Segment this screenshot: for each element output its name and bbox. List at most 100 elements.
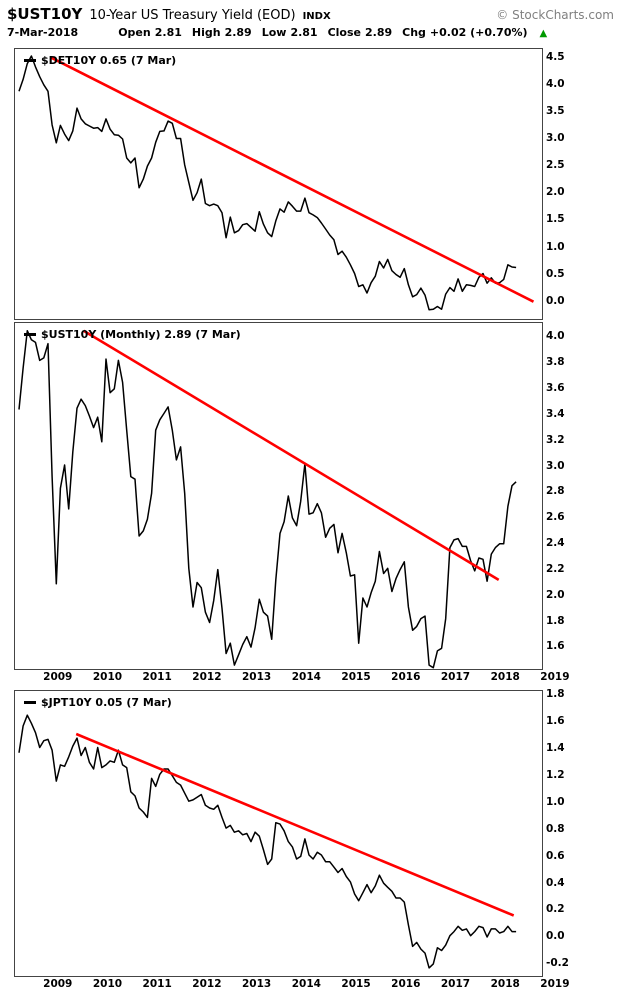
ust10y-trendline [82,329,500,582]
x-axis-year-label: 2013 [241,978,272,990]
legend-line-swatch-icon [24,333,36,336]
y-axis-tick-label: 1.5 [546,213,565,226]
legend-line-swatch-icon [24,701,36,704]
ust10y-price-line [18,329,517,669]
exchange-label: INDX [302,11,331,22]
x-axis-year-label: 2010 [92,978,123,990]
y-axis-tick-label: 2.6 [546,511,565,524]
y-axis-tick-label: 0.2 [546,903,565,916]
y-axis-tick-label: -0.2 [546,957,569,970]
x-axis-year-label: 2014 [291,671,321,683]
x-axis-year-label: 2015 [341,978,371,990]
y-axis-tick-label: 3.5 [546,104,565,117]
legend-det10y: $DET10Y 0.65 (7 Mar) [24,54,176,67]
legend-ust10y: $UST10Y (Monthly) 2.89 (7 Mar) [24,328,241,341]
y-axis-ust10y: 4.0 3.8 3.6 3.4 3.2 3.0 2.8 2.6 2.4 2.2 2.0 1.8 1.6 [546,322,590,668]
change-label: Chg [402,26,426,39]
change-up-triangle-icon: ▲ [539,28,548,39]
x-axis-year-label: 2016 [391,978,421,990]
y-axis-tick-label: 0.0 [546,294,565,307]
change-value: +0.02 (+0.70%) [429,26,528,39]
y-axis-tick-label: 2.2 [546,562,565,575]
y-axis-tick-label: 4.5 [546,50,565,63]
jpt10y-price-line [18,714,517,969]
det10y-trendline [50,56,535,303]
y-axis-tick-label: 1.0 [546,795,565,808]
x-axis-years-bottom: 2009 2010 2011 2012 2013 2014 2015 2016 2017 2018… [0,978,620,993]
x-axis-year-label: 2018 [490,671,520,683]
chart-header: $UST10Y 10-Year US Treasury Yield (EOD) … [7,5,614,23]
y-axis-tick-label: 1.4 [546,742,565,755]
x-axis-year-label: 2009 [43,978,73,990]
y-axis-tick-label: 2.0 [546,588,565,601]
ticker-symbol: $UST10Y [7,5,83,23]
y-axis-tick-label: 3.2 [546,433,565,446]
det10y-price-line [18,55,517,311]
x-axis-year-label: 2010 [92,671,123,683]
det10y-line-chart [18,55,535,311]
y-axis-det10y: 4.5 4.0 3.5 3.0 2.5 2.0 1.5 1.0 0.5 0.0 [546,48,590,318]
x-axis-year-label: 2012 [192,978,222,990]
x-axis-year-label: 2011 [142,978,172,990]
y-axis-tick-label: 2.8 [546,485,565,498]
y-axis-tick-label: 0.0 [546,930,565,943]
ust10y-line-chart [18,329,517,669]
panel-det10y: $DET10Y 0.65 (7 Mar) [14,48,543,320]
jpt10y-line-chart [18,714,517,969]
low-value: 2.81 [290,26,318,39]
y-axis-tick-label: 0.4 [546,876,565,889]
panel-jpt10y: $JPT10Y 0.05 (7 Mar) [14,690,543,977]
jpt10y-trendline [75,732,515,917]
y-axis-tick-label: 0.8 [546,822,565,835]
x-axis-year-label: 2016 [391,671,421,683]
y-axis-tick-label: 2.5 [546,159,565,172]
y-axis-tick-label: 2.4 [546,537,565,550]
close-label: Close [327,26,361,39]
y-axis-tick-label: 1.2 [546,769,565,782]
panel-ust10y: $UST10Y (Monthly) 2.89 (7 Mar) [14,322,543,670]
high-label: High [191,26,221,39]
open-label: Open [118,26,151,39]
x-axis-year-label: 2017 [440,978,471,990]
quote-line: 7-Mar-2018 Open 2.81 High 2.89 Low 2.81 … [7,26,547,39]
x-axis-year-label: 2014 [291,978,321,990]
y-axis-tick-label: 3.0 [546,132,565,145]
high-value: 2.89 [224,26,252,39]
y-axis-tick-label: 2.0 [546,186,565,199]
x-axis-year-label: 2015 [341,671,371,683]
y-axis-tick-label: 3.8 [546,356,565,369]
x-axis-year-label: 2011 [142,671,172,683]
x-axis-year-label: 2017 [440,671,471,683]
y-axis-tick-label: 3.0 [546,459,565,472]
x-axis-year-label: 2019 [540,671,570,683]
x-axis-year-label: 2018 [490,978,520,990]
y-axis-tick-label: 1.0 [546,240,565,253]
open-value: 2.81 [154,26,182,39]
x-axis-year-label: 2019 [540,978,570,990]
stockcharts-copyright: © StockCharts.com [496,8,614,22]
legend-label-det10y: $DET10Y 0.65 (7 Mar) [41,54,177,67]
x-axis-year-label: 2013 [241,671,272,683]
legend-label-jpt10y: $JPT10Y 0.05 (7 Mar) [41,696,172,709]
low-label: Low [261,26,287,39]
y-axis-tick-label: 1.6 [546,640,565,653]
y-axis-tick-label: 3.6 [546,382,565,395]
y-axis-tick-label: 4.0 [546,330,565,343]
legend-line-swatch-icon [24,59,36,62]
legend-jpt10y: $JPT10Y 0.05 (7 Mar) [24,696,172,709]
y-axis-tick-label: 4.0 [546,77,565,90]
legend-label-ust10y: $UST10Y (Monthly) 2.89 (7 Mar) [41,328,241,341]
quote-date: 7-Mar-2018 [7,26,79,39]
close-value: 2.89 [365,26,393,39]
y-axis-tick-label: 0.5 [546,267,565,280]
y-axis-tick-label: 1.8 [546,614,565,627]
y-axis-tick-label: 1.6 [546,715,565,728]
chart-title: 10-Year US Treasury Yield (EOD) [89,8,296,23]
x-axis-year-label: 2009 [43,671,73,683]
x-axis-years-middle: 2009 2010 2011 2012 2013 2014 2015 2016 2017 2018… [0,671,620,686]
y-axis-tick-label: 1.8 [546,688,565,701]
x-axis-year-label: 2012 [192,671,222,683]
y-axis-tick-label: 0.6 [546,849,565,862]
y-axis-tick-label: 3.4 [546,407,565,420]
